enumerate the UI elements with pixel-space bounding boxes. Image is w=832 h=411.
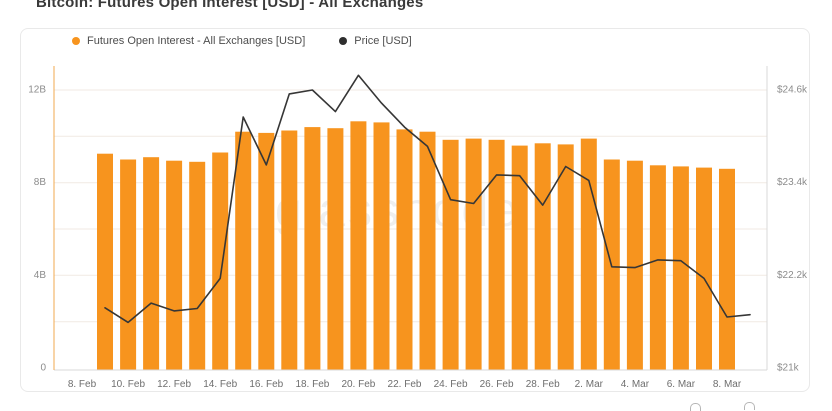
- x-axis-label: 8. Feb: [68, 379, 97, 390]
- oi-bar-4-Mar[interactable]: [626, 160, 643, 370]
- oi-bar-17-Feb[interactable]: [281, 130, 298, 370]
- x-axis-label: 14. Feb: [203, 379, 237, 390]
- x-axis-label: 22. Feb: [388, 379, 422, 390]
- oi-bar-23-Feb[interactable]: [419, 131, 436, 370]
- y-axis-label-right: $23.4k: [777, 177, 808, 188]
- oi-bar-8-Mar[interactable]: [719, 168, 735, 370]
- oi-bar-2-Mar[interactable]: [580, 138, 597, 370]
- oi-bar-25-Feb[interactable]: [465, 138, 482, 370]
- oi-bar-21-Feb[interactable]: [373, 122, 390, 370]
- x-axis-label: 6. Mar: [667, 379, 696, 390]
- x-axis-label: 2. Mar: [575, 379, 604, 390]
- x-axis-label: 20. Feb: [341, 379, 375, 390]
- page-title: Bitcoin: Futures Open Interest [USD] - A…: [36, 0, 424, 11]
- legend-item-open-interest[interactable]: Futures Open Interest - All Exchanges [U…: [72, 35, 305, 47]
- oi-bar-11-Feb[interactable]: [143, 157, 160, 370]
- oi-bar-15-Feb[interactable]: [235, 131, 252, 370]
- x-axis-label: 28. Feb: [526, 379, 560, 390]
- x-axis-label: 24. Feb: [434, 379, 468, 390]
- oi-bar-16-Feb[interactable]: [258, 132, 275, 370]
- price-line: [104, 74, 751, 324]
- y-axis-label-left: 12B: [28, 85, 46, 96]
- oi-bar-6-Mar[interactable]: [672, 166, 689, 370]
- oi-bar-10-Feb[interactable]: [120, 159, 137, 370]
- oi-bar-27-Feb[interactable]: [511, 145, 528, 370]
- oi-bar-19-Feb[interactable]: [327, 128, 344, 370]
- legend-label: Futures Open Interest - All Exchanges [U…: [87, 35, 306, 47]
- y-axis-label-right: $24.6k: [777, 85, 808, 96]
- legend-dot-icon: [72, 37, 80, 45]
- x-axis-label: 8. Mar: [713, 379, 742, 390]
- legend-item-price[interactable]: Price [USD]: [339, 35, 412, 47]
- legend-label: Price [USD]: [354, 35, 412, 47]
- x-axis-label: 18. Feb: [295, 379, 329, 390]
- oi-bar-26-Feb[interactable]: [488, 139, 505, 370]
- x-axis-label: 4. Mar: [621, 379, 650, 390]
- oi-bar-7-Mar[interactable]: [696, 167, 712, 370]
- x-axis-label: 16. Feb: [249, 379, 283, 390]
- chart-legend: Futures Open Interest - All Exchanges [U…: [72, 35, 412, 47]
- x-axis-label: 10. Feb: [111, 379, 145, 390]
- oi-bar-18-Feb[interactable]: [304, 127, 321, 370]
- oi-bar-13-Feb[interactable]: [189, 161, 206, 370]
- x-axis-label: 26. Feb: [480, 379, 514, 390]
- oi-bar-9-Feb[interactable]: [97, 153, 113, 370]
- oi-bar-14-Feb[interactable]: [212, 152, 229, 370]
- y-axis-label-left: 8B: [34, 177, 47, 188]
- oi-bar-12-Feb[interactable]: [166, 160, 183, 370]
- oi-bar-22-Feb[interactable]: [396, 129, 413, 370]
- y-axis-label-left: 0: [40, 363, 46, 374]
- oi-bar-28-Feb[interactable]: [534, 143, 551, 370]
- y-axis-label-right: $21k: [777, 363, 800, 374]
- oi-bar-1-Mar[interactable]: [557, 144, 574, 370]
- y-axis-label-left: 4B: [34, 270, 47, 281]
- oi-bar-5-Mar[interactable]: [649, 165, 666, 370]
- oi-bar-24-Feb[interactable]: [442, 139, 459, 370]
- x-axis-label: 12. Feb: [157, 379, 191, 390]
- legend-dot-icon: [339, 37, 348, 45]
- y-axis-label-right: $22.2k: [777, 270, 808, 281]
- oi-bar-20-Feb[interactable]: [350, 121, 367, 370]
